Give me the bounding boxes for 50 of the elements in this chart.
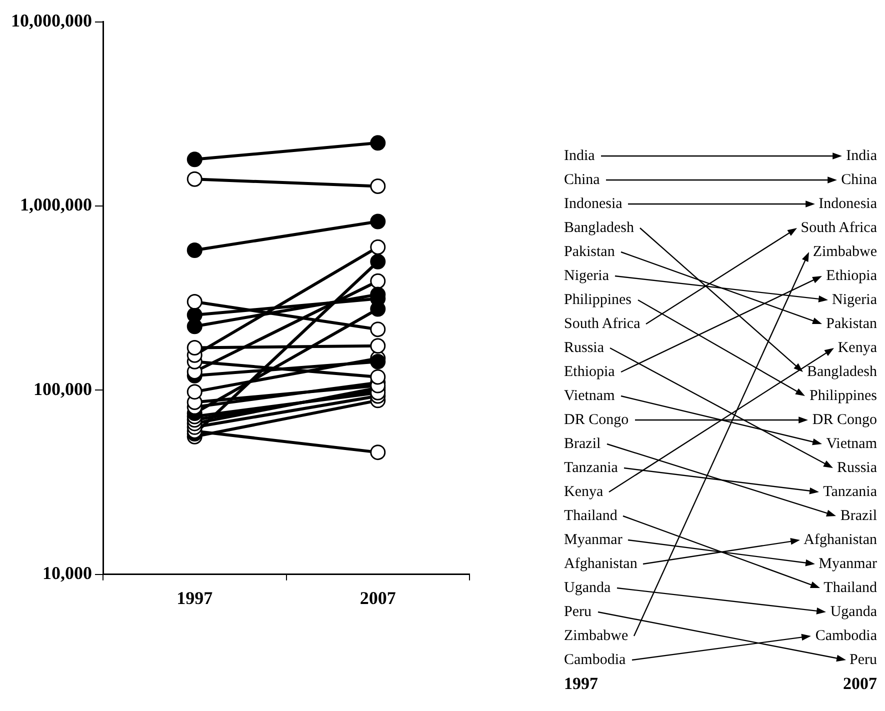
- category-label: Pakistan: [564, 244, 615, 260]
- category-label: Ethiopia: [564, 364, 615, 380]
- category-label: Brazil: [564, 436, 601, 452]
- category-label: China: [841, 172, 877, 188]
- category-label: Indonesia: [818, 196, 877, 212]
- category-label: Philippines: [809, 388, 877, 404]
- category-label: Nigeria: [832, 292, 877, 308]
- category-label: Philippines: [564, 292, 632, 308]
- category-label: Ethiopia: [826, 268, 877, 284]
- category-label: Kenya: [838, 340, 877, 356]
- category-label: Peru: [564, 604, 592, 620]
- category-label: South Africa: [800, 220, 877, 236]
- category-label: Tanzania: [564, 460, 618, 476]
- category-label: Afghanistan: [804, 532, 877, 548]
- category-label: Zimbabwe: [564, 628, 628, 644]
- category-label: Uganda: [564, 580, 611, 596]
- category-label: Thailand: [564, 508, 618, 524]
- category-label: Nigeria: [564, 268, 609, 284]
- category-label: Myanmar: [818, 556, 877, 572]
- category-label: Afghanistan: [564, 556, 638, 572]
- category-label: DR Congo: [564, 412, 629, 428]
- category-label: Zimbabwe: [812, 244, 877, 260]
- category-label: South Africa: [564, 316, 640, 332]
- category-label: Myanmar: [564, 532, 622, 548]
- category-label: India: [564, 148, 595, 164]
- category-label: Cambodia: [564, 652, 626, 668]
- category-label: Tanzania: [823, 484, 877, 500]
- y-tick-label: 100,000: [34, 378, 92, 399]
- y-tick-label: 1,000,000: [20, 194, 92, 215]
- category-label: Vietnam: [564, 388, 615, 404]
- category-label: Pakistan: [826, 316, 877, 332]
- category-label: China: [564, 172, 600, 188]
- category-label: Brazil: [840, 508, 877, 524]
- y-tick-label: 10,000,000: [11, 10, 92, 30]
- category-label: 1997: [564, 673, 598, 695]
- category-label: Bangladesh: [807, 364, 877, 380]
- category-label: Russia: [564, 340, 604, 356]
- category-label: DR Congo: [812, 412, 877, 428]
- category-label: Bangladesh: [564, 220, 634, 236]
- category-label: Thailand: [824, 580, 877, 596]
- y-tick-label: 10,000: [42, 563, 92, 584]
- category-label: India: [846, 148, 877, 164]
- category-label: Vietnam: [826, 436, 877, 452]
- category-label: Kenya: [564, 484, 604, 500]
- category-label: Indonesia: [564, 196, 622, 212]
- category-label: Uganda: [830, 604, 877, 620]
- category-label: 2007: [843, 673, 877, 695]
- category-label: Peru: [850, 652, 877, 668]
- category-label: Russia: [836, 460, 877, 476]
- category-label: Cambodia: [815, 628, 877, 644]
